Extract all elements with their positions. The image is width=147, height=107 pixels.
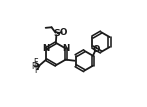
Text: N: N xyxy=(62,44,70,53)
Text: F: F xyxy=(31,62,36,71)
Text: F: F xyxy=(33,58,38,67)
Text: S: S xyxy=(53,29,60,38)
Text: N: N xyxy=(42,44,49,53)
Text: F: F xyxy=(35,66,39,75)
Text: O: O xyxy=(92,45,100,54)
Text: O: O xyxy=(59,28,67,37)
